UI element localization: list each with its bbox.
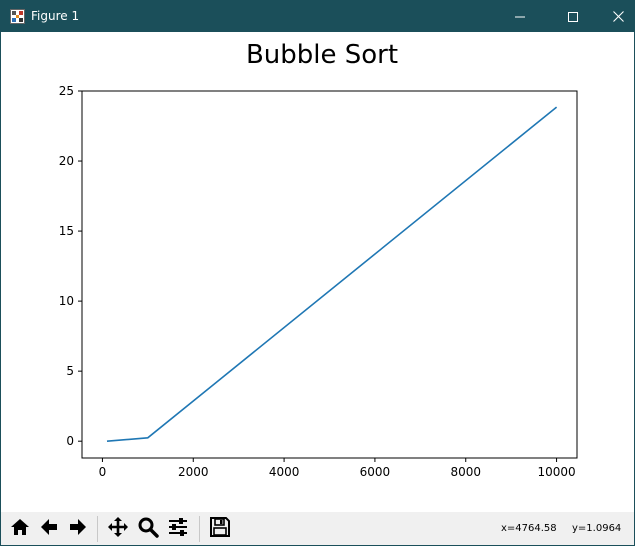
minimize-button[interactable] xyxy=(497,1,543,32)
navigation-toolbar: x=4764.58 y=1.0964 xyxy=(1,512,634,545)
forward-button[interactable] xyxy=(65,515,91,543)
y-tick-label: 25 xyxy=(59,84,74,98)
home-icon xyxy=(9,516,31,542)
x-axis: 0 2000 4000 6000 8000 10000 xyxy=(99,458,576,479)
home-button[interactable] xyxy=(7,515,33,543)
figure-canvas[interactable]: Bubble Sort 0 2000 4000 6000 8000 10000 0 5 10 1… xyxy=(1,32,634,510)
y-tick-label: 0 xyxy=(66,434,74,448)
window-title: Figure 1 xyxy=(31,9,80,23)
chart-title: Bubble Sort xyxy=(246,40,398,70)
minimize-icon xyxy=(515,7,525,26)
close-button[interactable] xyxy=(595,1,635,32)
matplotlib-figure-icon xyxy=(10,9,25,24)
pan-button[interactable] xyxy=(105,515,131,543)
x-tick-label: 4000 xyxy=(269,465,300,479)
toolbar-separator xyxy=(199,516,200,542)
configure-subplots-button[interactable] xyxy=(165,515,191,543)
line-chart[interactable]: Bubble Sort 0 2000 4000 6000 8000 10000 0 5 10 1… xyxy=(1,32,634,510)
series-line xyxy=(106,106,558,442)
x-tick-label: 0 xyxy=(99,465,107,479)
zoom-magnifier-icon xyxy=(137,516,159,542)
cursor-y-readout: y=1.0964 xyxy=(572,523,622,534)
axes-frame xyxy=(81,90,578,459)
y-axis: 0 5 10 15 20 25 xyxy=(59,84,82,448)
toolbar-separator xyxy=(97,516,98,542)
x-tick-label: 10000 xyxy=(537,465,575,479)
y-tick-label: 5 xyxy=(66,364,74,378)
title-bar[interactable]: Figure 1 xyxy=(1,1,634,32)
maximize-icon xyxy=(568,7,578,26)
close-icon xyxy=(612,7,624,26)
configure-subplots-icon xyxy=(167,516,189,542)
x-tick-label: 2000 xyxy=(178,465,209,479)
x-tick-label: 6000 xyxy=(360,465,391,479)
y-tick-label: 10 xyxy=(59,294,74,308)
save-floppy-icon xyxy=(209,516,231,542)
maximize-button[interactable] xyxy=(550,1,596,32)
y-tick-label: 20 xyxy=(59,154,74,168)
y-tick-label: 15 xyxy=(59,224,74,238)
zoom-button[interactable] xyxy=(135,515,161,543)
back-button[interactable] xyxy=(36,515,62,543)
save-button[interactable] xyxy=(207,515,233,543)
pan-icon xyxy=(107,516,129,542)
forward-arrow-icon xyxy=(67,516,89,542)
cursor-x-readout: x=4764.58 xyxy=(501,523,557,534)
x-tick-label: 8000 xyxy=(450,465,481,479)
back-arrow-icon xyxy=(38,516,60,542)
